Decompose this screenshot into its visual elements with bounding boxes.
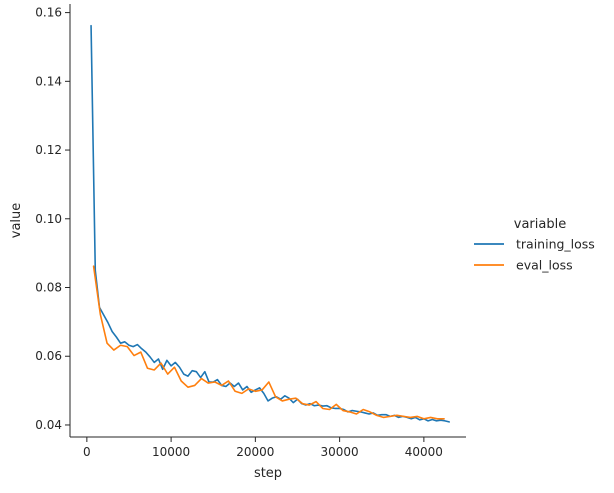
x-tick-label: 10000: [152, 445, 190, 459]
y-axis-label: value: [9, 203, 24, 239]
axes: [69, 4, 466, 438]
legend-label-eval-loss: eval_loss: [516, 258, 573, 273]
y-tick-label: 0.14: [35, 74, 62, 88]
x-tick-label: 30000: [321, 445, 359, 459]
legend: variable training_loss eval_loss: [474, 217, 595, 273]
x-axis-label: step: [254, 466, 282, 481]
y-tick-label: 0.04: [35, 418, 62, 432]
y-axis-ticks: 0.04 0.06 0.08 0.10 0.12 0.14 0.16: [35, 6, 70, 432]
legend-title: variable: [514, 217, 566, 232]
x-tick-label: 40000: [405, 445, 443, 459]
x-tick-label: 20000: [236, 445, 274, 459]
x-tick-label: 0: [83, 445, 91, 459]
y-tick-label: 0.16: [35, 6, 62, 20]
y-tick-label: 0.12: [35, 143, 62, 157]
series-line-eval-loss: [92, 265, 445, 420]
plot-area: [90, 24, 450, 423]
y-tick-label: 0.10: [35, 212, 62, 226]
x-axis-ticks: 0 10000 20000 30000 40000: [83, 437, 443, 459]
legend-label-training-loss: training_loss: [516, 237, 595, 252]
y-tick-label: 0.06: [35, 349, 62, 363]
y-tick-label: 0.08: [35, 281, 62, 295]
